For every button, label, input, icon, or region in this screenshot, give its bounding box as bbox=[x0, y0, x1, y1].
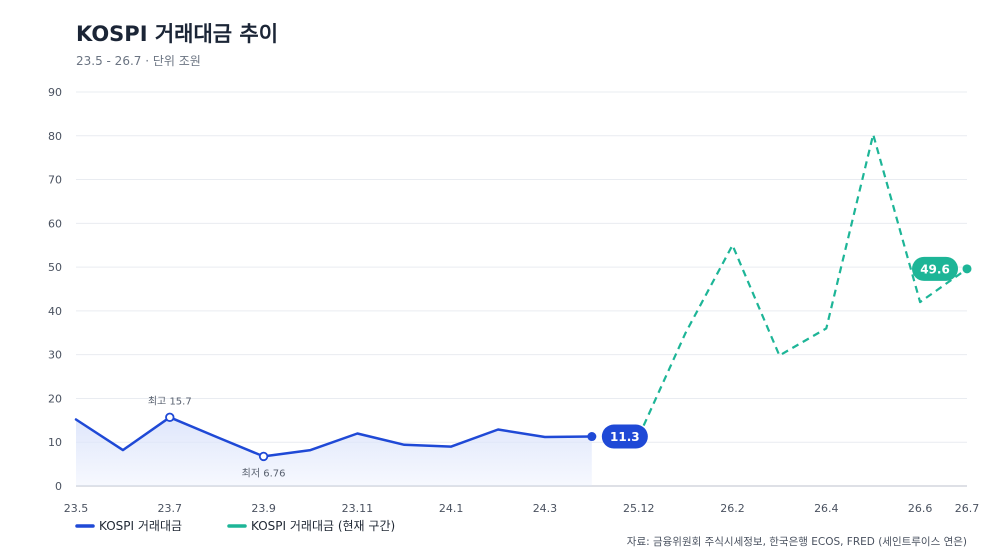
annotation-marker bbox=[258, 451, 269, 462]
series-area-fill bbox=[76, 417, 592, 486]
end-point-marker bbox=[587, 432, 597, 442]
series-area bbox=[76, 417, 592, 486]
y-tick-label: 80 bbox=[48, 130, 62, 143]
x-tick-label: 26.6 bbox=[908, 502, 933, 515]
legend-label-series1: KOSPI 거래대금 bbox=[99, 519, 182, 533]
x-tick-label: 26.7 bbox=[955, 502, 980, 515]
annotation-label: 최고 15.7 bbox=[148, 395, 192, 407]
y-tick-label: 10 bbox=[48, 436, 62, 449]
end-label-text: 11.3 bbox=[610, 430, 640, 444]
x-axis-ticks: 23.5 23.7 23.9 23.11 24.1 24.3 25.12 26.2 26.4 26… bbox=[64, 502, 980, 515]
annotation-marker bbox=[165, 412, 175, 422]
gridlines bbox=[76, 91, 967, 487]
end-label-badge: 49.6 bbox=[912, 256, 958, 281]
x-tick-label: 26.4 bbox=[814, 502, 839, 515]
series-line-1 bbox=[74, 416, 594, 458]
legend-label-series2: KOSPI 거래대금 (현재 구간) bbox=[251, 519, 395, 533]
end-label-background bbox=[912, 256, 958, 281]
end-label-background bbox=[601, 424, 648, 449]
source-note: 자료: 금융위원회 주식시세정보, 한국은행 ECOS, FRED (세인트루이… bbox=[627, 535, 967, 548]
y-tick-label: 50 bbox=[48, 261, 62, 274]
x-tick-label: 24.1 bbox=[439, 502, 464, 515]
x-tick-label: 23.11 bbox=[342, 502, 374, 515]
x-tick-label: 25.12 bbox=[623, 502, 655, 515]
y-tick-label: 30 bbox=[48, 349, 62, 362]
y-tick-label: 70 bbox=[48, 174, 62, 187]
y-tick-label: 40 bbox=[48, 305, 62, 318]
x-tick-label: 24.3 bbox=[533, 502, 558, 515]
y-tick-label: 90 bbox=[48, 86, 62, 99]
end-label-badge: 11.3 bbox=[601, 424, 648, 449]
y-axis-ticks: 0 10 20 30 40 50 60 70 80 90 bbox=[48, 86, 62, 493]
y-tick-label: 0 bbox=[55, 480, 62, 493]
x-tick-label: 23.9 bbox=[251, 502, 276, 515]
data-points bbox=[165, 264, 972, 462]
legend: KOSPI 거래대금 KOSPI 거래대금 (현재 구간) bbox=[75, 519, 395, 533]
legend-item-series1[interactable]: KOSPI 거래대금 bbox=[75, 519, 182, 533]
x-tick-label: 23.7 bbox=[158, 502, 183, 515]
annotations: 최고 15.7 최저 6.76 bbox=[148, 395, 286, 479]
chart-subtitle: 23.5 - 26.7 · 단위 조원 bbox=[76, 54, 201, 68]
x-tick-label: 26.2 bbox=[720, 502, 745, 515]
end-point-marker bbox=[962, 264, 972, 274]
y-tick-label: 20 bbox=[48, 392, 62, 405]
series-lines bbox=[74, 133, 968, 458]
chart-title: KOSPI 거래대금 추이 bbox=[76, 22, 278, 46]
annotation-label: 최저 6.76 bbox=[242, 467, 286, 479]
end-labels: 11.3 49.6 bbox=[601, 256, 958, 449]
end-label-text: 49.6 bbox=[920, 262, 950, 276]
y-tick-label: 60 bbox=[48, 217, 62, 230]
x-tick-label: 23.5 bbox=[64, 502, 89, 515]
legend-item-series2[interactable]: KOSPI 거래대금 (현재 구간) bbox=[227, 519, 395, 533]
series-line-2 bbox=[637, 133, 968, 437]
